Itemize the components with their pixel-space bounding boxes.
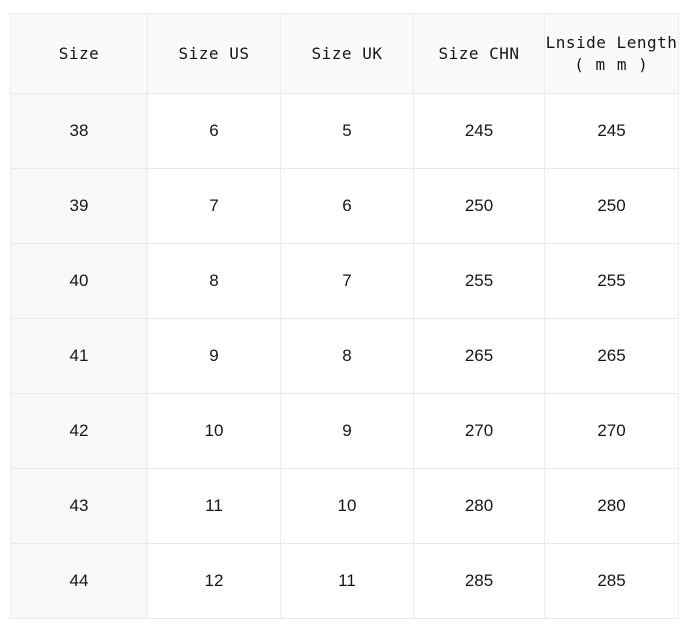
table-cell-inside-length: 265 [544,318,679,394]
column-header-size-us: Size US [147,13,281,94]
table-cell-inside-length: 270 [544,393,679,469]
table-cell-size-chn: 265 [413,318,545,394]
table-cell-size-uk: 5 [280,93,414,169]
table-cell-size: 39 [10,168,148,244]
table-row: 44 12 11 285 285 [10,543,679,619]
table-cell-size-us: 9 [147,318,281,394]
table-cell-size-chn: 245 [413,93,545,169]
table-cell-inside-length: 245 [544,93,679,169]
column-header-size-chn: Size CHN [413,13,545,94]
column-header-label: Lnside Length [545,32,678,52]
column-header-size-uk: Size UK [280,13,414,94]
table-cell-size-uk: 9 [280,393,414,469]
table-cell-size-uk: 10 [280,468,414,544]
table-cell-size-us: 10 [147,393,281,469]
column-header-size: Size [10,13,148,94]
table-cell-size: 44 [10,543,148,619]
table-cell-size-uk: 11 [280,543,414,619]
table-cell-size: 38 [10,93,148,169]
table-cell-size-chn: 250 [413,168,545,244]
table-cell-size: 43 [10,468,148,544]
size-table-header: Size Size US Size UK Size CHN Lnside Len… [10,13,679,94]
size-table-body: 38 6 5 245 245 39 7 6 250 250 40 8 7 255… [10,93,679,619]
table-cell-inside-length: 255 [544,243,679,319]
table-cell-inside-length: 285 [544,543,679,619]
table-cell-size: 41 [10,318,148,394]
table-cell-size-uk: 8 [280,318,414,394]
column-header-unit: ( m m ) [574,54,649,74]
table-cell-size-chn: 255 [413,243,545,319]
size-chart: Size Size US Size UK Size CHN Lnside Len… [10,13,679,619]
table-cell-size: 40 [10,243,148,319]
column-header-label: Size UK [311,43,383,63]
table-row: 40 8 7 255 255 [10,243,679,319]
table-cell-size-uk: 7 [280,243,414,319]
table-cell-size-us: 7 [147,168,281,244]
table-cell-size-uk: 6 [280,168,414,244]
column-header-label: Size [58,43,100,63]
table-cell-size-chn: 285 [413,543,545,619]
table-row: 43 11 10 280 280 [10,468,679,544]
size-table: Size Size US Size UK Size CHN Lnside Len… [10,13,679,619]
table-cell-size-us: 11 [147,468,281,544]
header-row: Size Size US Size UK Size CHN Lnside Len… [10,13,679,94]
table-row: 42 10 9 270 270 [10,393,679,469]
table-cell-size-us: 8 [147,243,281,319]
table-cell-size-us: 12 [147,543,281,619]
table-cell-size: 42 [10,393,148,469]
column-header-inside-length: Lnside Length ( m m ) [544,13,679,94]
table-row: 39 7 6 250 250 [10,168,679,244]
table-cell-size-us: 6 [147,93,281,169]
table-cell-inside-length: 280 [544,468,679,544]
table-cell-inside-length: 250 [544,168,679,244]
column-header-label: Size US [178,43,250,63]
table-row: 38 6 5 245 245 [10,93,679,169]
table-cell-size-chn: 280 [413,468,545,544]
table-cell-size-chn: 270 [413,393,545,469]
column-header-label: Size CHN [438,43,520,63]
table-row: 41 9 8 265 265 [10,318,679,394]
